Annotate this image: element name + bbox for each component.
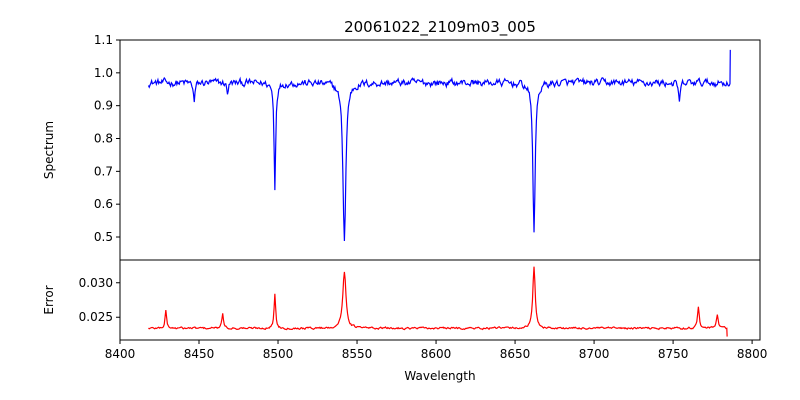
- spectrum-y-tick-label: 0.5: [94, 230, 113, 244]
- spectrum-axes-frame: [119, 39, 761, 261]
- error-axes-frame: [119, 259, 761, 341]
- x-tick-label: 8800: [737, 347, 768, 361]
- panel-error: 0.025 0.030 8400 8450 8500 8550 8600 8650 8700 87…: [79, 259, 768, 361]
- error-series-line: [148, 266, 728, 337]
- x-tick-label: 8500: [263, 347, 294, 361]
- x-axis-label: Wavelength: [404, 369, 475, 383]
- x-tick-label: 8450: [184, 347, 215, 361]
- panels-layer: 0.5 0.6 0.7 0.8 0.9 1.0 1.1 0.025 0.030 8400 8450 8…: [79, 33, 768, 361]
- panel-spectrum: 0.5 0.6 0.7 0.8 0.9 1.0 1.1: [94, 33, 761, 261]
- x-tick-label: 8400: [105, 347, 136, 361]
- x-tick-label: 8650: [500, 347, 531, 361]
- spectrum-y-tick-label: 0.8: [94, 132, 113, 146]
- spectrum-series-line: [147, 49, 731, 241]
- error-y-tick-label: 0.030: [79, 276, 113, 290]
- x-tick-label: 8700: [579, 347, 610, 361]
- spectrum-y-tick-label: 1.0: [94, 66, 113, 80]
- chart-title: 20061022_2109m03_005: [344, 18, 536, 37]
- x-tick-label: 8600: [421, 347, 452, 361]
- spectrum-y-tick-label: 0.7: [94, 164, 113, 178]
- spectrum-y-tick-label: 0.9: [94, 99, 113, 113]
- spectrum-y-tick-label: 0.6: [94, 197, 113, 211]
- y-axis-label-error: Error: [42, 285, 56, 314]
- error-y-tick-label: 0.025: [79, 310, 113, 324]
- y-axis-label-spectrum: Spectrum: [42, 121, 56, 179]
- x-tick-label: 8550: [342, 347, 373, 361]
- x-tick-label: 8750: [658, 347, 689, 361]
- spectrum-y-tick-label: 1.1: [94, 33, 113, 47]
